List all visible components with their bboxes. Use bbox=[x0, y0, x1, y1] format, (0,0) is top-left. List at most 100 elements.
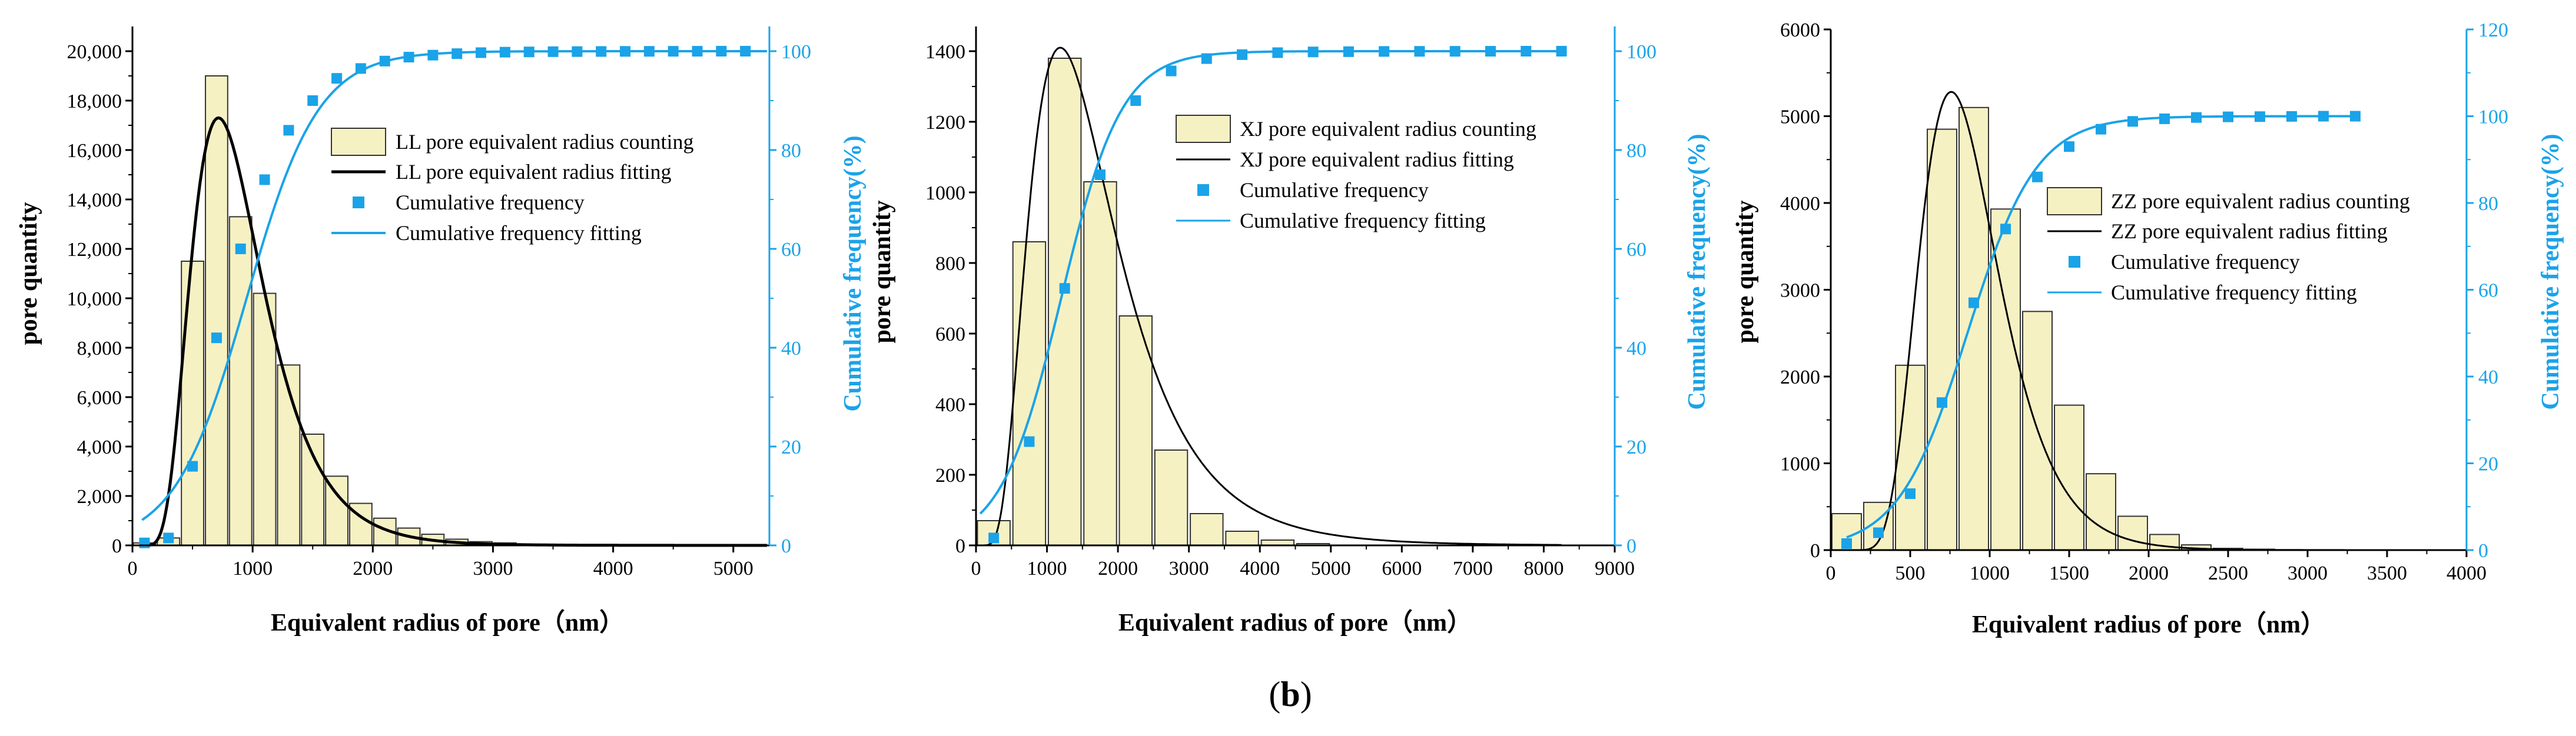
zz-legend-bar-swatch bbox=[2047, 187, 2102, 215]
xj-legend-cumulative-fitting: Cumulative frequency fitting bbox=[1240, 209, 1486, 232]
zz-legend-cum-swatch bbox=[2069, 256, 2080, 268]
zz-y2-tick-label: 120 bbox=[2478, 19, 2508, 41]
ll-cumulative-point bbox=[476, 47, 487, 58]
ll-bar bbox=[181, 261, 204, 546]
ll-cumulative-point bbox=[355, 63, 366, 74]
xj-cumulative-point bbox=[1379, 46, 1390, 57]
zz-x-tick-label: 2000 bbox=[2129, 562, 2169, 584]
chart-zz: 0 500 1000 1500 2000 2500 3000 3500 400001000200… bbox=[1732, 19, 2564, 638]
xj-x-tick-label: 4000 bbox=[1240, 558, 1280, 580]
ll-y-tick-label: 8,000 bbox=[77, 338, 122, 359]
ll-y2-tick-label: 20 bbox=[781, 437, 801, 458]
zz-bar bbox=[2149, 534, 2180, 551]
xj-bar bbox=[1225, 531, 1259, 546]
zz-y2-axis-label: Cumulative frequency(%) bbox=[2537, 134, 2564, 409]
zz-cumulative-point bbox=[2223, 111, 2233, 122]
zz-x-tick-label: 3000 bbox=[2288, 562, 2328, 584]
xj-cumulative-point bbox=[1449, 46, 1460, 57]
xj-y2-tick-label: 40 bbox=[1626, 338, 1646, 359]
ll-cumulative-point bbox=[499, 46, 510, 58]
ll-legend-cumulative-fitting: Cumulative frequency fitting bbox=[396, 221, 642, 245]
xj-x-tick-label: 7000 bbox=[1453, 558, 1493, 580]
xj-cumulative-fit-curve bbox=[979, 50, 1562, 515]
zz-cumulative-point bbox=[1841, 538, 1852, 549]
xj-bar bbox=[1083, 181, 1117, 546]
xj-cumulative-point bbox=[1485, 46, 1496, 57]
ll-legend-counting: LL pore equivalent radius counting bbox=[396, 130, 694, 154]
xj-cumulative-point bbox=[1130, 95, 1141, 106]
ll-y-tick-label: 2,000 bbox=[77, 486, 122, 508]
xj-y2-tick-label: 100 bbox=[1626, 41, 1657, 63]
xj-y-tick-label: 1200 bbox=[925, 112, 965, 134]
ll-legend-cumulative: Cumulative frequency bbox=[396, 191, 585, 214]
ll-cumulative-point bbox=[427, 49, 439, 61]
xj-bar bbox=[1012, 241, 1047, 546]
ll-cumulative-point bbox=[643, 46, 655, 57]
ll-y2-tick-label: 40 bbox=[781, 338, 801, 359]
ll-cumulative-point bbox=[235, 244, 246, 254]
xj-y2-tick-label: 20 bbox=[1626, 437, 1646, 458]
ll-cumulative-point bbox=[716, 46, 727, 56]
zz-x-tick-label: 2500 bbox=[2208, 562, 2248, 584]
xj-cumulative-point bbox=[1059, 283, 1070, 294]
zz-y2-tick-label: 80 bbox=[2478, 193, 2498, 215]
xj-legend-bar-swatch bbox=[1176, 115, 1231, 143]
zz-cumulative-point bbox=[1873, 527, 1884, 538]
xj-cumulative-point bbox=[1272, 47, 1283, 58]
zz-legend: ZZ pore equivalent radius counting ZZ po… bbox=[2047, 187, 2410, 304]
ll-y-tick-label: 12,000 bbox=[67, 239, 122, 261]
xj-y-tick-label: 0 bbox=[955, 535, 965, 557]
xj-legend-cum-swatch bbox=[1197, 184, 1209, 196]
xj-y-tick-label: 400 bbox=[935, 394, 965, 416]
ll-y-tick-label: 14,000 bbox=[67, 189, 122, 211]
xj-cumulative-point bbox=[988, 532, 1000, 544]
ll-y-tick-label: 18,000 bbox=[67, 91, 122, 112]
ll-y2-axis-label: Cumulative frequency(%) bbox=[839, 135, 867, 411]
zz-bar bbox=[1958, 106, 1989, 551]
ll-legend-bar-swatch bbox=[331, 128, 386, 156]
xj-cumulative-point bbox=[1024, 436, 1035, 447]
zz-bar bbox=[2054, 404, 2084, 551]
zz-x-tick-label: 4000 bbox=[2446, 562, 2487, 584]
zz-y2-tick-label: 100 bbox=[2478, 106, 2508, 128]
ll-cumulative-point bbox=[259, 174, 270, 185]
ll-y-tick-label: 4,000 bbox=[77, 437, 122, 458]
xj-y2-tick-label: 60 bbox=[1626, 239, 1646, 261]
xj-y2-tick-label: 0 bbox=[1626, 535, 1636, 557]
zz-x-tick-label: 1500 bbox=[2049, 562, 2089, 584]
ll-x-tick-label: 4000 bbox=[593, 558, 633, 580]
zz-bar bbox=[1927, 128, 1957, 551]
xj-y-axis-label: pore quantity bbox=[869, 200, 896, 343]
zz-legend-cumulative: Cumulative frequency bbox=[2111, 250, 2300, 274]
xj-x-tick-label: 0 bbox=[971, 558, 981, 580]
zz-cumulative-point bbox=[1968, 297, 1979, 308]
xj-legend-counting: XJ pore equivalent radius counting bbox=[1240, 117, 1536, 141]
zz-cumulative-point bbox=[2096, 124, 2106, 135]
ll-cumulative-point bbox=[668, 46, 679, 57]
figure-caption: (b) bbox=[1269, 675, 1312, 714]
ll-cumulative-point bbox=[187, 461, 198, 472]
ll-cumulative-point bbox=[379, 55, 390, 66]
caption-open-paren: ( bbox=[1269, 675, 1280, 714]
xj-y-tick-label: 600 bbox=[935, 324, 965, 345]
ll-cumulative-point bbox=[596, 46, 607, 57]
zz-legend-fitting: ZZ pore equivalent radius fitting bbox=[2111, 219, 2388, 243]
ll-plot-area: 0 1000 2000 3000 4000 500002,0004,0006,0008,0… bbox=[67, 26, 811, 580]
ll-bar bbox=[301, 434, 325, 546]
ll-cumulative-point bbox=[620, 46, 631, 57]
ll-bar bbox=[325, 475, 348, 547]
zz-y2-tick-label: 40 bbox=[2478, 367, 2498, 388]
zz-y2-tick-label: 20 bbox=[2478, 454, 2498, 475]
ll-x-tick-label: 2000 bbox=[353, 558, 393, 580]
zz-cumulative-point bbox=[2064, 141, 2074, 152]
zz-cumulative-point bbox=[2255, 111, 2265, 122]
ll-cumulative-point bbox=[692, 46, 703, 57]
zz-cumulative-point bbox=[2318, 111, 2329, 122]
ll-y-tick-label: 6,000 bbox=[77, 387, 122, 409]
caption-letter: b bbox=[1280, 675, 1300, 714]
xj-y-tick-label: 1400 bbox=[925, 41, 965, 63]
xj-cumulative-point bbox=[1414, 46, 1425, 57]
ll-x-tick-label: 1000 bbox=[233, 558, 273, 580]
zz-cumulative-point bbox=[2350, 111, 2361, 122]
ll-cumulative-point bbox=[307, 95, 318, 106]
